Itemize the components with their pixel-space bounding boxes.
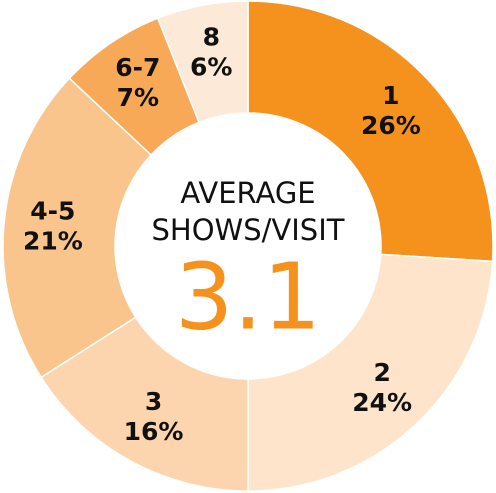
donut-slice (40, 316, 249, 492)
slice-value-label: 24% (352, 388, 412, 417)
slice-category: 3 (145, 387, 162, 416)
slice-category: 8 (203, 22, 220, 51)
slice-category: 4-5 (30, 197, 75, 226)
slice-category: 6-7 (115, 53, 160, 82)
slice-value-label: 6% (190, 52, 232, 81)
donut-slice (156, 0, 249, 124)
donut-slice (2, 77, 153, 379)
slice-value-label: 26% (361, 111, 421, 140)
slice-category: 2 (373, 358, 390, 387)
slice-value-label: 21% (23, 227, 83, 256)
slice-category: 1 (382, 81, 399, 110)
donut-slice (247, 0, 494, 263)
slice-value-label: 7% (117, 83, 159, 112)
center-text: SHOWS/VISIT (152, 213, 345, 247)
center-text: AVERAGE (180, 176, 315, 210)
center-value: 3.1 (175, 243, 321, 350)
slice-value-label: 16% (124, 417, 184, 446)
donut-slice (247, 253, 494, 492)
